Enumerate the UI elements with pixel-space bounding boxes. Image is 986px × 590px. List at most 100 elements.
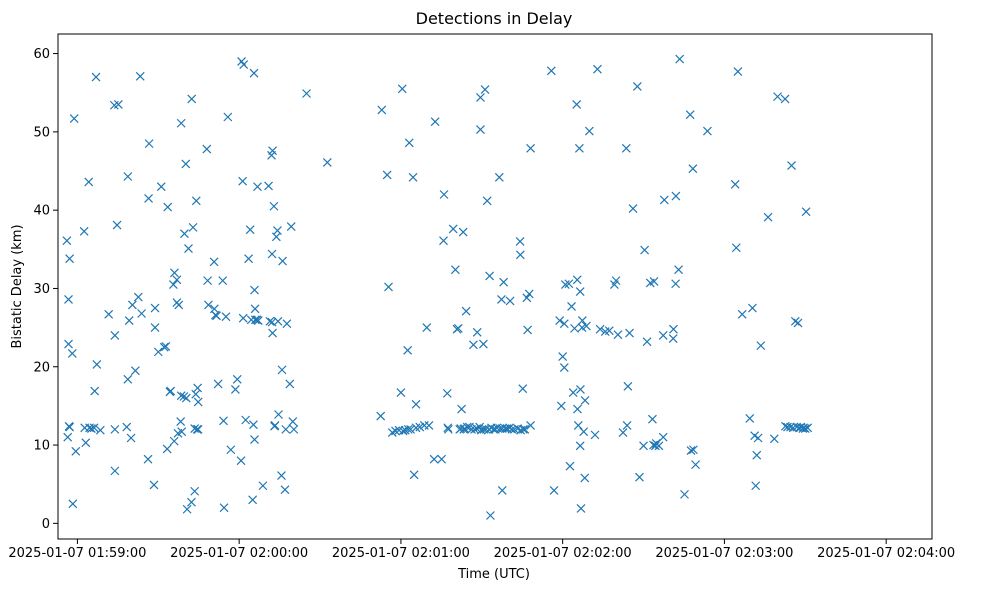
- data-point: [671, 191, 681, 201]
- data-point: [286, 222, 296, 232]
- data-point: [382, 170, 392, 180]
- data-point: [763, 212, 773, 222]
- data-point: [595, 324, 605, 334]
- y-tick-label: 30: [33, 282, 50, 297]
- data-point: [391, 426, 400, 436]
- data-point: [71, 446, 81, 456]
- data-point: [250, 315, 260, 325]
- data-point: [150, 323, 160, 333]
- data-point: [515, 237, 525, 246]
- data-point: [515, 250, 525, 260]
- data-point: [179, 392, 189, 401]
- data-point: [153, 347, 163, 357]
- data-point: [577, 316, 587, 325]
- data-point: [184, 244, 193, 253]
- data-point: [250, 435, 259, 444]
- data-point: [499, 277, 509, 287]
- data-point: [166, 386, 176, 396]
- data-point: [658, 432, 668, 442]
- data-point: [397, 84, 407, 94]
- data-point: [274, 410, 283, 419]
- data-point: [505, 423, 514, 433]
- data-point: [406, 424, 416, 434]
- data-point: [265, 316, 275, 326]
- data-point: [688, 164, 698, 174]
- data-point: [575, 287, 585, 297]
- data-point: [485, 271, 495, 281]
- chart-title: Detections in Delay: [416, 9, 573, 28]
- data-point: [497, 294, 506, 304]
- data-point: [424, 421, 434, 430]
- data-point: [659, 195, 669, 205]
- data-point: [126, 433, 136, 443]
- data-point: [580, 395, 590, 405]
- data-point: [572, 100, 582, 109]
- data-point: [574, 143, 584, 153]
- data-point: [65, 422, 75, 432]
- data-point: [172, 275, 182, 285]
- data-point: [238, 313, 248, 323]
- data-point: [460, 424, 469, 434]
- data-point: [680, 489, 689, 499]
- y-axis-label: Bistatic Delay (km): [10, 224, 25, 348]
- data-point: [213, 379, 223, 389]
- data-point: [239, 60, 249, 69]
- data-point: [581, 321, 591, 331]
- plot-area: [57, 33, 933, 540]
- data-point: [226, 445, 236, 455]
- data-point: [130, 366, 140, 376]
- data-point: [733, 67, 743, 77]
- data-point: [730, 179, 740, 189]
- data-point: [137, 309, 146, 318]
- data-point: [429, 454, 439, 464]
- data-point: [635, 472, 644, 482]
- data-point: [64, 339, 73, 349]
- data-point: [230, 385, 240, 394]
- data-point: [87, 424, 96, 434]
- data-point: [162, 444, 172, 454]
- data-point: [518, 424, 528, 434]
- data-point: [576, 385, 585, 394]
- data-point: [590, 430, 600, 440]
- data-point: [95, 425, 105, 435]
- x-tick-label: 2025-01-07 02:04:00: [817, 546, 955, 561]
- y-tick-label: 40: [33, 204, 50, 219]
- data-point: [187, 497, 196, 507]
- data-point: [322, 157, 332, 167]
- axes-frame: [57, 33, 933, 540]
- data-point: [437, 454, 447, 464]
- data-point: [79, 226, 89, 236]
- data-point: [572, 275, 582, 285]
- data-point: [523, 325, 533, 335]
- data-point: [245, 225, 255, 235]
- data-point: [150, 303, 160, 313]
- data-point: [124, 316, 134, 325]
- data-point: [191, 196, 201, 206]
- data-point: [613, 330, 623, 340]
- data-point: [149, 480, 159, 490]
- data-point: [522, 293, 532, 303]
- data-point: [450, 265, 460, 275]
- data-point: [567, 302, 576, 311]
- y-axis: 0 10 20 30 40 50 60: [33, 47, 58, 532]
- data-point: [273, 226, 282, 235]
- data-point: [238, 176, 248, 186]
- data-point: [669, 324, 678, 334]
- data-point: [461, 306, 471, 316]
- data-point: [253, 182, 262, 192]
- data-point: [686, 446, 696, 455]
- data-point: [675, 54, 685, 64]
- data-point: [618, 428, 628, 437]
- data-point: [745, 414, 755, 423]
- data-point: [559, 363, 569, 372]
- data-point: [81, 438, 91, 448]
- data-point: [556, 401, 566, 411]
- data-point: [469, 340, 478, 350]
- data-point: [737, 309, 747, 319]
- data-point: [625, 328, 634, 338]
- data-point: [478, 339, 488, 349]
- data-point: [751, 481, 761, 491]
- data-point: [187, 94, 197, 104]
- data-point: [674, 265, 684, 275]
- data-point: [568, 388, 578, 398]
